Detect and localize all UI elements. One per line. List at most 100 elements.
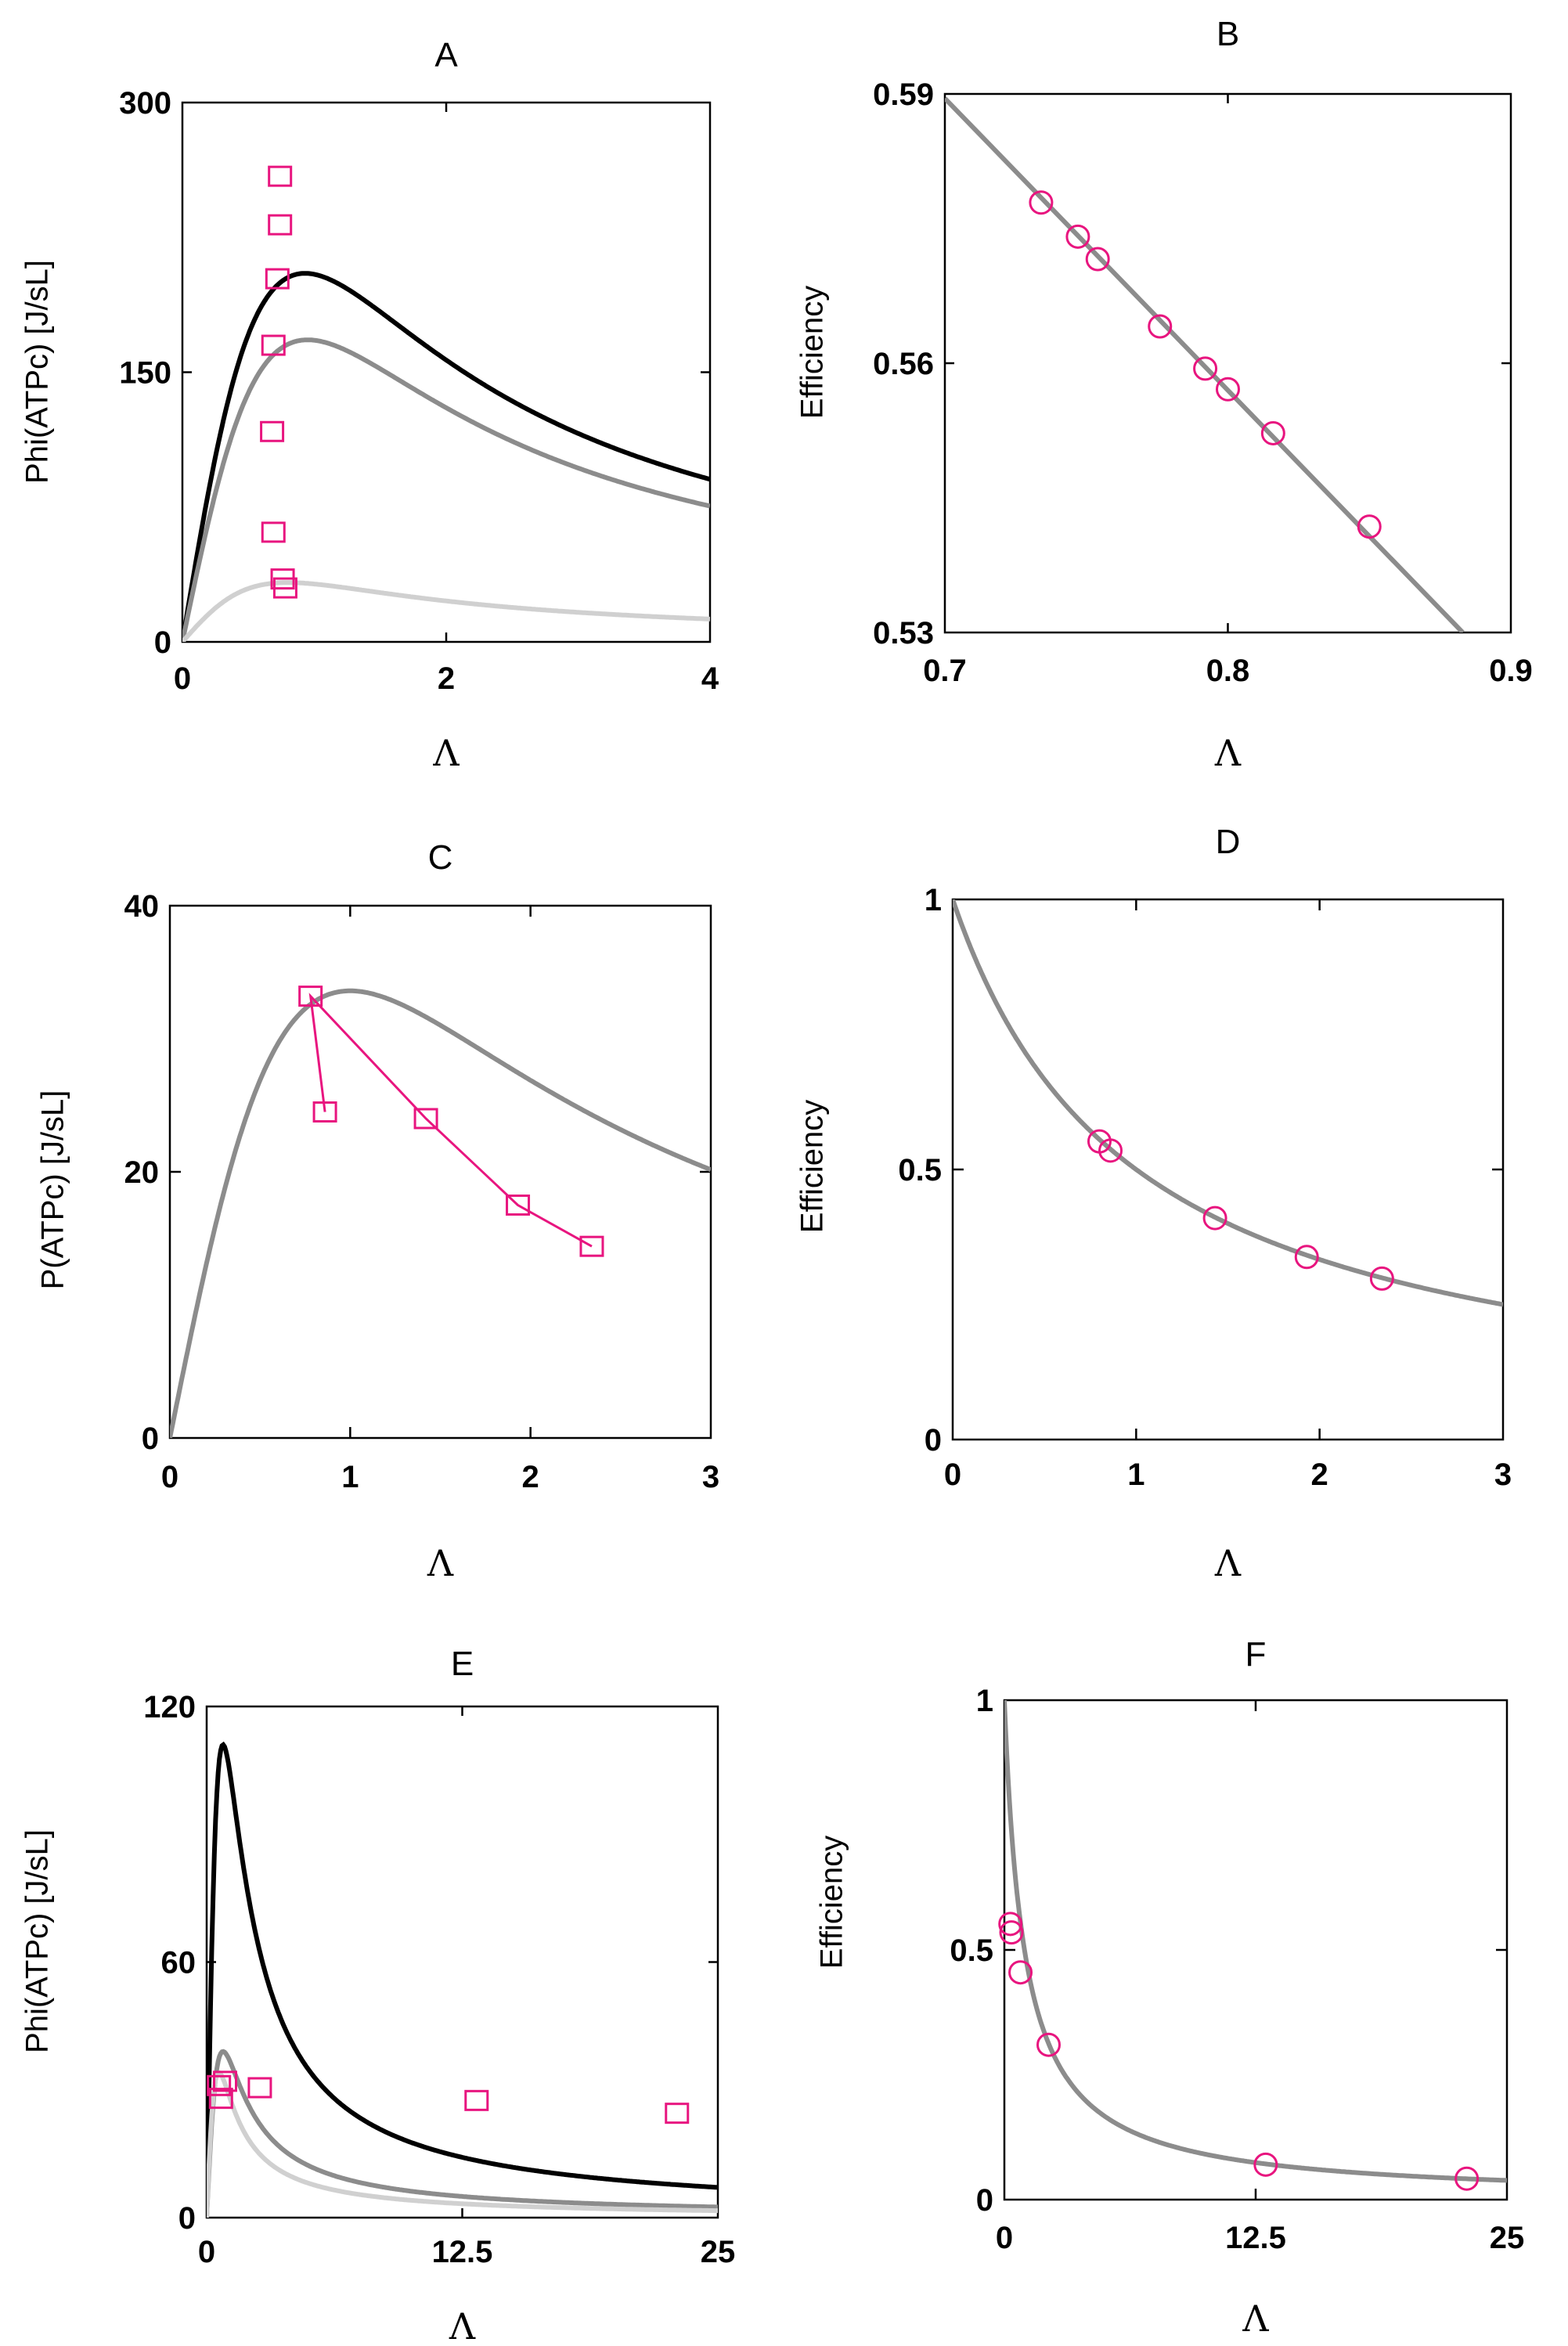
x-tick-label-c: 0 (161, 1460, 178, 1494)
y-tick-label-a: 150 (119, 356, 171, 391)
data-point-f (1454, 2166, 1480, 2191)
panel-f: 0 12.5 25 0 0.5 1 F Λ Efficiency (815, 1635, 1525, 2340)
data-point-a (261, 334, 286, 356)
data-point-a (265, 268, 290, 290)
data-layer-b (945, 96, 1465, 632)
curve-a-3 (182, 580, 710, 642)
panel-title-d: D (1216, 823, 1241, 861)
curve-a-2 (182, 337, 710, 642)
y-tick-label-f: 1 (976, 1684, 993, 1718)
x-axis-title-e: Λ (449, 2305, 476, 2346)
y-tick-label-b: 0.59 (873, 77, 934, 112)
data-point-f (1253, 2152, 1278, 2177)
data-point-f (999, 1920, 1024, 1945)
fit-line-b (945, 96, 1465, 632)
y-tick-label-b: 0.56 (873, 347, 934, 381)
data-point-b (1065, 224, 1090, 249)
plot-frame-e (205, 1705, 719, 2219)
y-tick-label-c: 40 (124, 889, 160, 924)
data-point-d (1098, 1138, 1123, 1163)
efficiency-curve-f (1004, 1700, 1507, 2183)
x-tick-label-a: 2 (438, 661, 455, 696)
data-point-a (272, 577, 297, 599)
x-tick-label-a: 4 (701, 661, 719, 696)
data-point-f (1036, 2032, 1061, 2057)
x-tick-label-a: 0 (174, 661, 191, 696)
y-tick-label-e: 120 (143, 1690, 196, 1724)
x-axis-title-c: Λ (427, 1542, 454, 1584)
data-point-d (1202, 1205, 1227, 1231)
x-tick-label-f: 0 (996, 2221, 1013, 2255)
data-point-b (1357, 514, 1382, 539)
y-tick-label-f: 0.5 (950, 1933, 993, 1968)
data-point-b (1029, 190, 1054, 215)
panel-title-a: A (434, 36, 458, 74)
x-tick-label-b: 0.7 (923, 654, 967, 688)
data-point-a (260, 420, 285, 442)
data-point-c (312, 1101, 337, 1123)
data-point-e (208, 2088, 233, 2110)
data-point-f (998, 1912, 1023, 1937)
x-tick-label-f: 12.5 (1225, 2221, 1286, 2255)
panel-c: 0 1 2 3 0 20 40 C Λ P(ATPc) [J/sL] (36, 838, 720, 1584)
y-tick-label-d: 0.5 (898, 1153, 942, 1187)
x-tick-label-e: 25 (701, 2235, 736, 2269)
data-point-b (1085, 247, 1110, 272)
data-point-b (1148, 314, 1173, 339)
marker-connector-c (308, 993, 593, 1248)
x-tick-label-c: 2 (522, 1460, 539, 1494)
data-point-e (213, 2070, 238, 2092)
x-axis-title-d: Λ (1214, 1542, 1242, 1584)
y-tick-label-f: 0 (976, 2183, 993, 2218)
y-tick-label-c: 0 (142, 1422, 159, 1456)
y-tick-label-c: 20 (124, 1155, 160, 1190)
y-axis-title-f: Efficiency (815, 1836, 849, 1969)
y-tick-label-e: 60 (161, 1946, 196, 1980)
y-tick-label-a: 300 (119, 86, 171, 121)
panel-d: 0 1 2 3 0 0.5 1 D Λ Efficiency (795, 823, 1512, 1584)
x-tick-label-f: 25 (1490, 2221, 1525, 2255)
data-layer-e (207, 1741, 718, 2218)
data-point-a (268, 214, 293, 236)
data-point-c (579, 1235, 604, 1257)
data-point-c (506, 1195, 531, 1216)
x-tick-label-d: 1 (1127, 1458, 1144, 1492)
data-point-a (268, 165, 293, 187)
plot-frame-b (943, 92, 1512, 634)
data-point-b (1216, 377, 1240, 402)
x-tick-label-d: 3 (1494, 1458, 1512, 1492)
data-layer-f (1004, 1700, 1507, 2183)
x-tick-label-e: 12.5 (432, 2235, 493, 2269)
x-tick-label-c: 3 (702, 1460, 719, 1494)
y-axis-title-b: Efficiency (795, 286, 830, 419)
data-point-e (207, 2074, 232, 2096)
x-tick-label-d: 0 (944, 1458, 961, 1492)
panel-b: 0.7 0.8 0.9 0.53 0.56 0.59 B Λ Efficiency (795, 15, 1533, 774)
panel-title-f: F (1245, 1635, 1267, 1674)
x-tick-label-d: 2 (1311, 1458, 1328, 1492)
data-layer-d (953, 899, 1503, 1307)
data-layer-c (170, 988, 711, 1438)
data-point-e (665, 2103, 690, 2124)
data-point-b (1260, 420, 1285, 445)
data-point-e (247, 2077, 272, 2099)
y-axis-title-a: Phi(ATPc) [J/sL] (20, 260, 55, 484)
x-axis-title-a: Λ (432, 732, 460, 774)
panel-title-b: B (1217, 15, 1239, 53)
data-point-c (413, 1108, 438, 1130)
plot-frame-f (1003, 1699, 1509, 2201)
plot-frame-d (951, 898, 1505, 1441)
data-point-c (298, 986, 323, 1007)
data-point-b (1193, 356, 1218, 381)
panel-e: 0 12.5 25 0 60 120 E Λ Phi(ATPc) [J/sL] (20, 1645, 736, 2346)
y-axis-title-d: Efficiency (795, 1100, 830, 1233)
x-tick-label-e: 0 (198, 2235, 215, 2269)
y-tick-label-d: 0 (925, 1423, 942, 1458)
x-tick-label-b: 0.8 (1206, 654, 1250, 688)
panel-title-c: C (428, 838, 453, 877)
curve-c-1 (170, 988, 711, 1438)
panel-a: 0 2 4 0 150 300 A Λ Phi(ATPc) [J/sL] (20, 36, 719, 774)
y-tick-label-d: 1 (925, 883, 942, 917)
data-point-e (464, 2089, 489, 2111)
